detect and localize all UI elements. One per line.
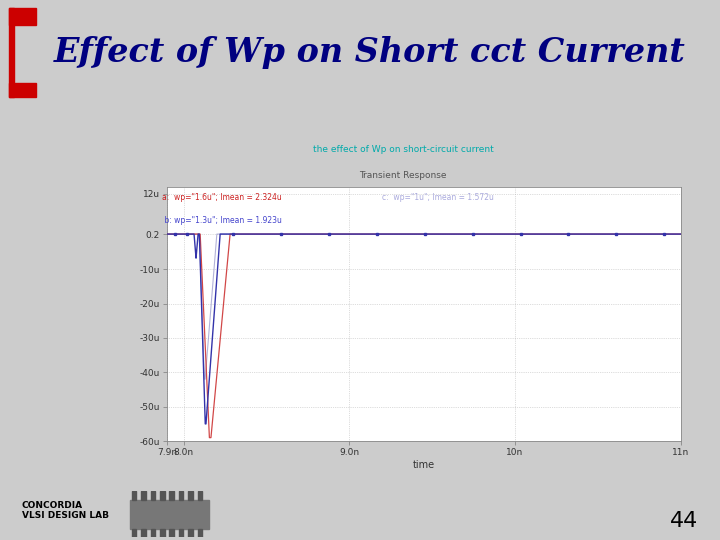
Text: the effect of Wp on short-circuit current: the effect of Wp on short-circuit curren… bbox=[312, 145, 494, 154]
Bar bbox=[132, 529, 136, 537]
Bar bbox=[9, 9, 36, 25]
Bar bbox=[150, 529, 156, 537]
Bar bbox=[188, 529, 193, 537]
Bar bbox=[141, 529, 145, 537]
Bar bbox=[9, 83, 36, 97]
Bar bbox=[198, 529, 202, 537]
X-axis label: time: time bbox=[413, 460, 435, 470]
Text: a:  wp="1.6u"; Imean = 2.324u: a: wp="1.6u"; Imean = 2.324u bbox=[162, 193, 282, 202]
Bar bbox=[169, 491, 174, 500]
Bar bbox=[179, 491, 184, 500]
Bar bbox=[150, 491, 156, 500]
Bar bbox=[179, 529, 184, 537]
Bar bbox=[169, 529, 174, 537]
Text: Effect of Wp on Short cct Current: Effect of Wp on Short cct Current bbox=[54, 36, 685, 69]
Text: c:  wp="1u"; Imean = 1.572u: c: wp="1u"; Imean = 1.572u bbox=[382, 193, 493, 202]
Bar bbox=[9, 9, 14, 97]
Bar bbox=[188, 491, 193, 500]
Bar bbox=[198, 491, 202, 500]
Bar bbox=[160, 529, 165, 537]
Bar bbox=[130, 500, 209, 529]
Text: 44: 44 bbox=[670, 511, 698, 531]
Text: CONCORDIA
VLSI DESIGN LAB: CONCORDIA VLSI DESIGN LAB bbox=[22, 501, 109, 520]
Bar bbox=[132, 491, 136, 500]
Bar bbox=[160, 491, 165, 500]
Bar bbox=[141, 491, 145, 500]
Text: Transient Response: Transient Response bbox=[359, 171, 447, 180]
Text: b: wp="1.3u"; Imean = 1.923u: b: wp="1.3u"; Imean = 1.923u bbox=[162, 216, 282, 225]
